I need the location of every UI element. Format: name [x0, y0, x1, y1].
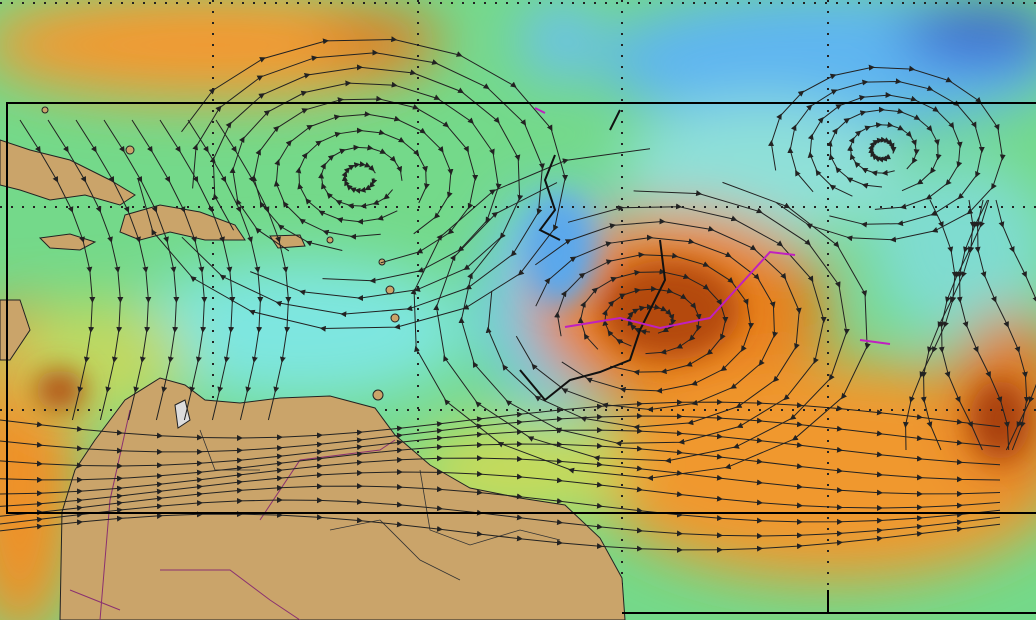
blob	[35, 370, 85, 410]
island	[390, 313, 400, 323]
island	[372, 389, 384, 401]
axis-line	[534, 107, 546, 114]
streamline	[995, 199, 1036, 451]
streamline	[768, 64, 1006, 243]
trough-line	[538, 154, 561, 241]
axis-line	[564, 250, 796, 330]
axis-line	[859, 339, 891, 345]
trough-line	[519, 239, 667, 402]
blob	[525, 195, 595, 305]
streamlines	[0, 36, 1036, 553]
island	[326, 236, 334, 244]
analysis-box	[6, 102, 1036, 514]
border	[69, 589, 121, 611]
streamline	[215, 119, 292, 421]
fronts	[519, 107, 891, 402]
streamline	[0, 511, 1001, 553]
border	[160, 569, 301, 620]
blob	[900, 5, 1036, 65]
island	[385, 285, 395, 295]
blob	[520, 0, 600, 80]
island	[41, 106, 49, 114]
island	[125, 145, 135, 155]
trough-line	[609, 109, 621, 131]
